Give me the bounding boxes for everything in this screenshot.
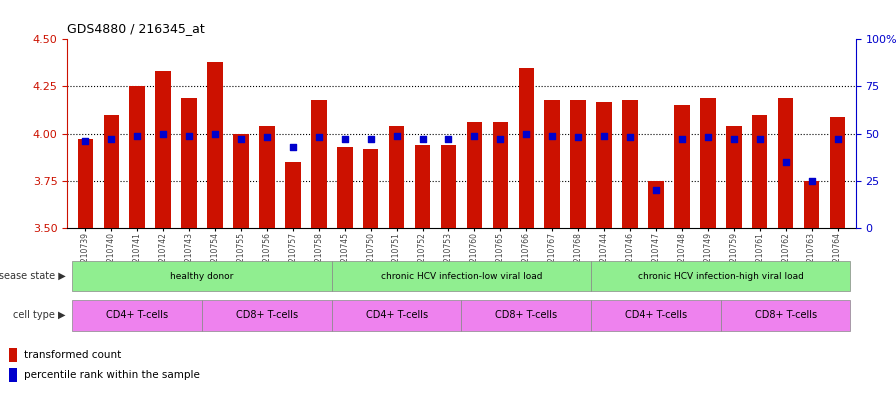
Bar [207, 62, 223, 228]
Bar [648, 181, 664, 228]
Bar [778, 98, 794, 228]
FancyBboxPatch shape [591, 300, 720, 331]
Point [104, 136, 118, 142]
Point [208, 130, 222, 137]
Point [701, 134, 715, 141]
Bar [545, 100, 560, 228]
Point [467, 132, 481, 139]
FancyBboxPatch shape [461, 300, 591, 331]
Bar [259, 126, 275, 228]
FancyBboxPatch shape [332, 300, 461, 331]
Point [130, 132, 144, 139]
Bar [415, 145, 430, 228]
Bar [726, 126, 742, 228]
Bar [597, 101, 612, 228]
Bar [493, 122, 508, 228]
Point [649, 187, 663, 193]
Point [493, 136, 507, 142]
FancyBboxPatch shape [73, 261, 332, 292]
Text: chronic HCV infection-high viral load: chronic HCV infection-high viral load [638, 272, 804, 281]
Text: CD8+ T-cells: CD8+ T-cells [754, 310, 817, 320]
Point [234, 136, 248, 142]
Bar [363, 149, 378, 228]
Point [156, 130, 170, 137]
Text: percentile rank within the sample: percentile rank within the sample [24, 370, 200, 380]
Point [831, 136, 845, 142]
Bar [674, 105, 690, 228]
FancyBboxPatch shape [591, 261, 850, 292]
Point [727, 136, 741, 142]
Text: transformed count: transformed count [24, 350, 121, 360]
Bar [181, 98, 197, 228]
FancyBboxPatch shape [332, 261, 591, 292]
Point [442, 136, 456, 142]
Bar [622, 100, 638, 228]
Point [597, 132, 611, 139]
Text: CD8+ T-cells: CD8+ T-cells [236, 310, 298, 320]
Bar [337, 147, 352, 228]
Point [260, 134, 274, 141]
Point [753, 136, 767, 142]
Point [675, 136, 689, 142]
Point [805, 178, 819, 184]
Bar [830, 117, 845, 228]
Bar [441, 145, 456, 228]
Text: healthy donor: healthy donor [170, 272, 234, 281]
Bar [9, 347, 17, 362]
Bar [104, 115, 119, 228]
Bar [571, 100, 586, 228]
Bar [155, 72, 171, 228]
Point [519, 130, 533, 137]
Point [182, 132, 196, 139]
Bar [752, 115, 768, 228]
Bar [233, 134, 249, 228]
Bar [311, 100, 326, 228]
Point [312, 134, 326, 141]
Bar [78, 139, 93, 228]
FancyBboxPatch shape [202, 300, 332, 331]
Bar [389, 126, 404, 228]
Point [286, 144, 300, 150]
Point [78, 138, 92, 144]
Text: chronic HCV infection-low viral load: chronic HCV infection-low viral load [381, 272, 542, 281]
Text: CD4+ T-cells: CD4+ T-cells [625, 310, 687, 320]
FancyBboxPatch shape [73, 300, 202, 331]
Bar [700, 98, 716, 228]
Point [571, 134, 585, 141]
Bar [804, 181, 819, 228]
Point [779, 159, 793, 165]
Point [390, 132, 404, 139]
Text: CD8+ T-cells: CD8+ T-cells [495, 310, 557, 320]
Text: CD4+ T-cells: CD4+ T-cells [366, 310, 427, 320]
Text: disease state ▶: disease state ▶ [0, 271, 66, 281]
Bar [9, 368, 17, 382]
Point [545, 132, 559, 139]
Text: cell type ▶: cell type ▶ [13, 310, 66, 320]
Point [416, 136, 430, 142]
FancyBboxPatch shape [720, 300, 850, 331]
Point [364, 136, 378, 142]
Text: CD4+ T-cells: CD4+ T-cells [106, 310, 168, 320]
Bar [129, 86, 145, 228]
Point [338, 136, 352, 142]
Bar [519, 68, 534, 228]
Bar [285, 162, 301, 228]
Text: GDS4880 / 216345_at: GDS4880 / 216345_at [67, 22, 205, 35]
Point [623, 134, 637, 141]
Bar [467, 122, 482, 228]
